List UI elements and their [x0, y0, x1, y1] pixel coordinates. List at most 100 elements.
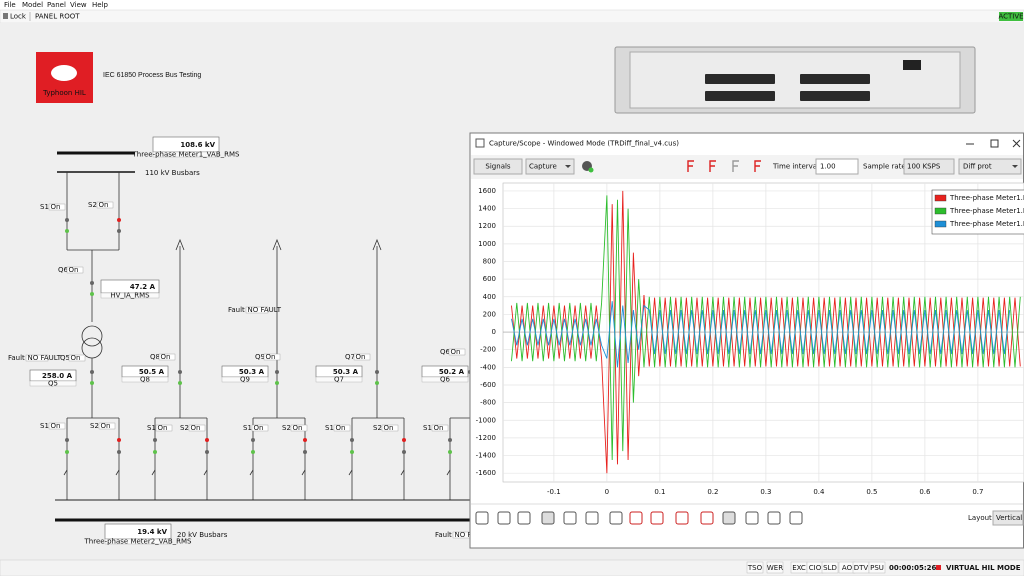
switch-state[interactable]: On: [384, 424, 394, 432]
y-tick-label: 1600: [478, 187, 496, 195]
sample-rate-dropdown[interactable]: [903, 158, 955, 175]
layout-value[interactable]: Vertical: [996, 514, 1022, 522]
switch-state[interactable]: On: [293, 424, 303, 432]
trigger-icon[interactable]: [754, 160, 761, 172]
tool-icon[interactable]: [767, 511, 781, 525]
signals-label[interactable]: Signals: [485, 163, 511, 171]
switch-dropdown[interactable]: [381, 424, 399, 432]
tool-icon[interactable]: [585, 511, 599, 525]
status-button[interactable]: [821, 561, 839, 574]
menu-item[interactable]: View: [70, 1, 87, 9]
tool-icon[interactable]: [497, 511, 511, 525]
mode-dropdown[interactable]: [958, 158, 1022, 175]
menu-item[interactable]: Model: [22, 1, 43, 9]
status-button-label[interactable]: WER: [767, 564, 783, 572]
close[interactable]: [1012, 139, 1021, 148]
tool-icon[interactable]: [563, 511, 577, 525]
time-interval-input[interactable]: [815, 158, 859, 175]
switch-dropdown[interactable]: [155, 424, 173, 432]
capture-dropdown[interactable]: [525, 158, 575, 175]
switch-state[interactable]: On: [191, 424, 201, 432]
status-button-label[interactable]: PSU: [870, 564, 884, 572]
tool-icon[interactable]: [629, 511, 643, 525]
switch-label: S1: [147, 424, 156, 432]
tool-icon[interactable]: [541, 511, 555, 525]
switch-state[interactable]: NO FAULT: [28, 354, 62, 362]
switch-dropdown[interactable]: [48, 422, 66, 430]
switch-state[interactable]: On: [356, 353, 366, 361]
trigger-icon[interactable]: [687, 160, 694, 172]
status-button-label[interactable]: CIO: [809, 564, 822, 572]
switch-dropdown[interactable]: [333, 424, 351, 432]
capture-label[interactable]: Capture: [529, 163, 557, 171]
switch-state[interactable]: On: [158, 424, 168, 432]
lock-button[interactable]: Lock: [10, 13, 27, 21]
status-button[interactable]: [746, 561, 764, 574]
switch-state[interactable]: On: [434, 424, 444, 432]
switch-state[interactable]: On: [161, 353, 171, 361]
mode-value[interactable]: Diff prot: [963, 163, 992, 171]
trigger-icon[interactable]: [732, 160, 739, 172]
switch-state[interactable]: NO FAULT: [248, 306, 282, 314]
switch-dropdown[interactable]: [66, 266, 84, 274]
switch-state[interactable]: On: [99, 201, 109, 209]
menu-item[interactable]: Help: [92, 1, 109, 9]
layout-dropdown[interactable]: [992, 510, 1024, 526]
tool-icon[interactable]: [700, 511, 714, 525]
time-interval-value[interactable]: 1.00: [820, 163, 836, 171]
switch-state[interactable]: On: [51, 203, 61, 211]
menu-item[interactable]: Panel: [47, 1, 66, 9]
tool-icon[interactable]: [475, 511, 489, 525]
switch-state[interactable]: On: [266, 353, 276, 361]
tool-icon[interactable]: [675, 511, 689, 525]
tool-icon[interactable]: [609, 511, 623, 525]
switch-state[interactable]: On: [71, 354, 81, 362]
x-tick-label: 0.4: [813, 488, 825, 496]
switch-dropdown[interactable]: [245, 306, 269, 314]
switch-dropdown[interactable]: [188, 424, 206, 432]
switch-label: S2: [180, 424, 189, 432]
status-button-label[interactable]: EXC: [792, 564, 806, 572]
switch-dropdown[interactable]: [48, 203, 66, 211]
switch-state[interactable]: On: [336, 424, 346, 432]
switch-state[interactable]: On: [69, 266, 79, 274]
switch-state[interactable]: On: [451, 348, 461, 356]
meter-value: 258.0 A: [42, 372, 73, 380]
trigger-icon[interactable]: [709, 160, 716, 172]
tool-icon[interactable]: [650, 511, 664, 525]
menu-item[interactable]: File: [4, 1, 16, 9]
status-button[interactable]: [766, 561, 784, 574]
switch-dropdown[interactable]: [290, 424, 308, 432]
status-button-label[interactable]: SLD: [823, 564, 837, 572]
lock-icon[interactable]: [3, 13, 8, 19]
tool-icon[interactable]: [722, 511, 736, 525]
switch-dropdown[interactable]: [251, 424, 269, 432]
status-button-label[interactable]: DTV: [854, 564, 869, 572]
switch-dropdown[interactable]: [158, 353, 176, 361]
status-button[interactable]: [868, 561, 886, 574]
tool-icon[interactable]: [745, 511, 759, 525]
switch-dropdown[interactable]: [448, 348, 466, 356]
switch-state[interactable]: On: [51, 422, 61, 430]
switch-dropdown[interactable]: [431, 424, 449, 432]
status-button-label[interactable]: AO: [842, 564, 853, 572]
feeder-arrow: [372, 238, 382, 251]
switch-dropdown[interactable]: [263, 353, 281, 361]
status-button-label[interactable]: TSO: [747, 564, 763, 572]
tool-icon[interactable]: [789, 511, 803, 525]
tool-icon[interactable]: [517, 511, 531, 525]
signals-button[interactable]: [473, 158, 523, 175]
switch-dropdown[interactable]: [96, 201, 114, 209]
breaker-indicator: [275, 370, 279, 374]
switch-dropdown[interactable]: [353, 353, 371, 361]
switch-dropdown[interactable]: [68, 354, 86, 362]
y-tick-label: 1000: [478, 240, 496, 248]
switch-dropdown[interactable]: [98, 422, 116, 430]
maximize[interactable]: [990, 139, 999, 148]
switch-state[interactable]: On: [101, 422, 111, 430]
switch-dropdown[interactable]: [25, 354, 49, 362]
switch-state[interactable]: On: [254, 424, 264, 432]
breaker-indicator: [402, 438, 406, 442]
meter-caption-box: [29, 380, 77, 387]
sample-rate-value[interactable]: 100 KSPS: [907, 163, 941, 171]
